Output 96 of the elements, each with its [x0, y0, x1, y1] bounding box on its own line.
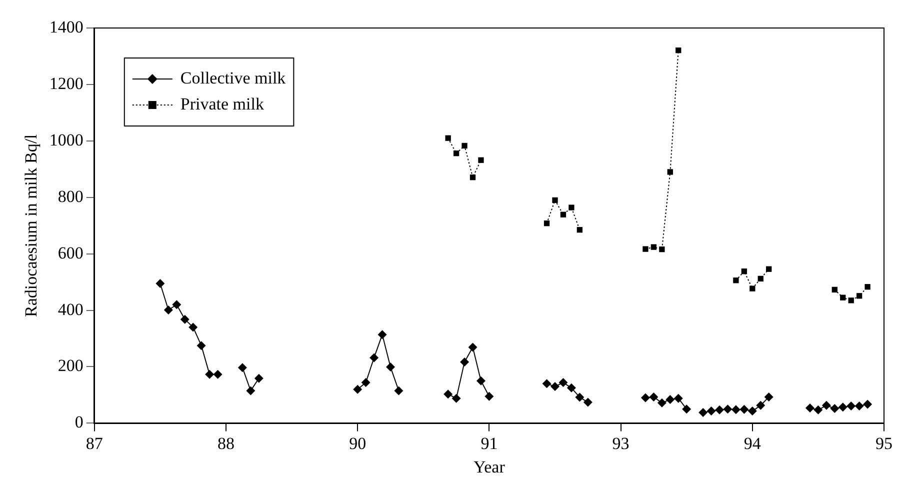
point	[386, 362, 395, 372]
point	[205, 370, 214, 379]
point	[748, 406, 757, 416]
point	[750, 286, 756, 292]
point	[674, 394, 683, 403]
legend-label: Collective milk	[180, 68, 286, 88]
point	[468, 342, 478, 352]
point	[667, 169, 673, 175]
point	[838, 402, 848, 412]
point	[254, 374, 264, 383]
point	[550, 382, 560, 392]
point	[484, 392, 494, 401]
point	[558, 378, 568, 388]
point	[676, 47, 682, 54]
point	[715, 405, 724, 414]
point	[649, 392, 658, 402]
point	[353, 384, 362, 394]
point	[864, 284, 870, 290]
point	[863, 400, 872, 409]
point	[758, 276, 764, 282]
x-tick-label: 94	[744, 434, 762, 453]
point	[832, 286, 838, 293]
y-tick-label: 800	[58, 186, 84, 206]
point	[542, 379, 552, 388]
point	[444, 390, 453, 399]
point	[544, 220, 550, 226]
point	[196, 341, 206, 350]
x-tick-label: 88	[218, 434, 234, 453]
point	[552, 197, 558, 204]
y-axis-title: Radiocaesium in milk Bq/l	[22, 134, 41, 317]
point	[659, 246, 665, 252]
point	[246, 386, 256, 396]
point	[378, 330, 387, 340]
point	[840, 294, 846, 300]
y-tick-label: 600	[58, 243, 84, 262]
point	[848, 298, 854, 304]
point	[213, 370, 222, 379]
point	[766, 266, 772, 272]
x-axis-title: Year	[474, 457, 506, 476]
x-tick-label: 95	[876, 434, 892, 453]
point	[805, 403, 814, 412]
point	[452, 394, 461, 403]
point	[846, 401, 856, 410]
point	[814, 405, 823, 414]
point	[657, 398, 666, 408]
point	[370, 353, 379, 362]
point	[156, 278, 165, 288]
y-tick-label: 1400	[49, 17, 84, 36]
point	[723, 404, 732, 414]
point	[576, 227, 583, 233]
point	[640, 393, 650, 402]
point	[731, 405, 740, 414]
point	[764, 392, 774, 402]
point	[394, 386, 404, 396]
point	[476, 376, 486, 386]
point	[650, 244, 657, 250]
point	[566, 383, 576, 392]
point	[740, 404, 749, 414]
point	[470, 174, 476, 180]
y-tick-label: 0	[74, 412, 84, 432]
point	[361, 378, 370, 388]
point	[642, 246, 648, 252]
y-tick-label: 400	[58, 300, 84, 319]
x-tick-label: 87	[86, 434, 104, 453]
point	[822, 400, 831, 410]
point	[478, 157, 484, 163]
point	[830, 404, 840, 414]
point	[856, 293, 862, 299]
point	[568, 204, 574, 210]
point	[698, 408, 708, 417]
point	[560, 212, 566, 218]
x-tick-label: 91	[480, 434, 498, 453]
point	[445, 135, 451, 141]
point	[583, 398, 592, 407]
point	[741, 268, 748, 274]
point	[682, 404, 692, 414]
point	[172, 300, 182, 310]
point	[180, 314, 190, 324]
x-tick-label: 90	[349, 434, 366, 453]
y-tick-label: 1200	[49, 74, 84, 93]
y-tick-label: 200	[58, 356, 84, 376]
point	[238, 363, 247, 372]
y-tick-label: 1000	[49, 130, 84, 150]
point	[854, 401, 864, 410]
point	[733, 278, 739, 284]
point	[453, 150, 460, 156]
x-tick-label: 93	[612, 434, 630, 453]
point	[460, 357, 470, 366]
point	[164, 306, 173, 315]
point	[575, 392, 584, 402]
point	[756, 400, 766, 410]
point	[706, 406, 716, 416]
point	[462, 142, 468, 149]
point	[188, 322, 198, 332]
legend-label: Private milk	[180, 94, 264, 114]
point	[666, 394, 675, 404]
